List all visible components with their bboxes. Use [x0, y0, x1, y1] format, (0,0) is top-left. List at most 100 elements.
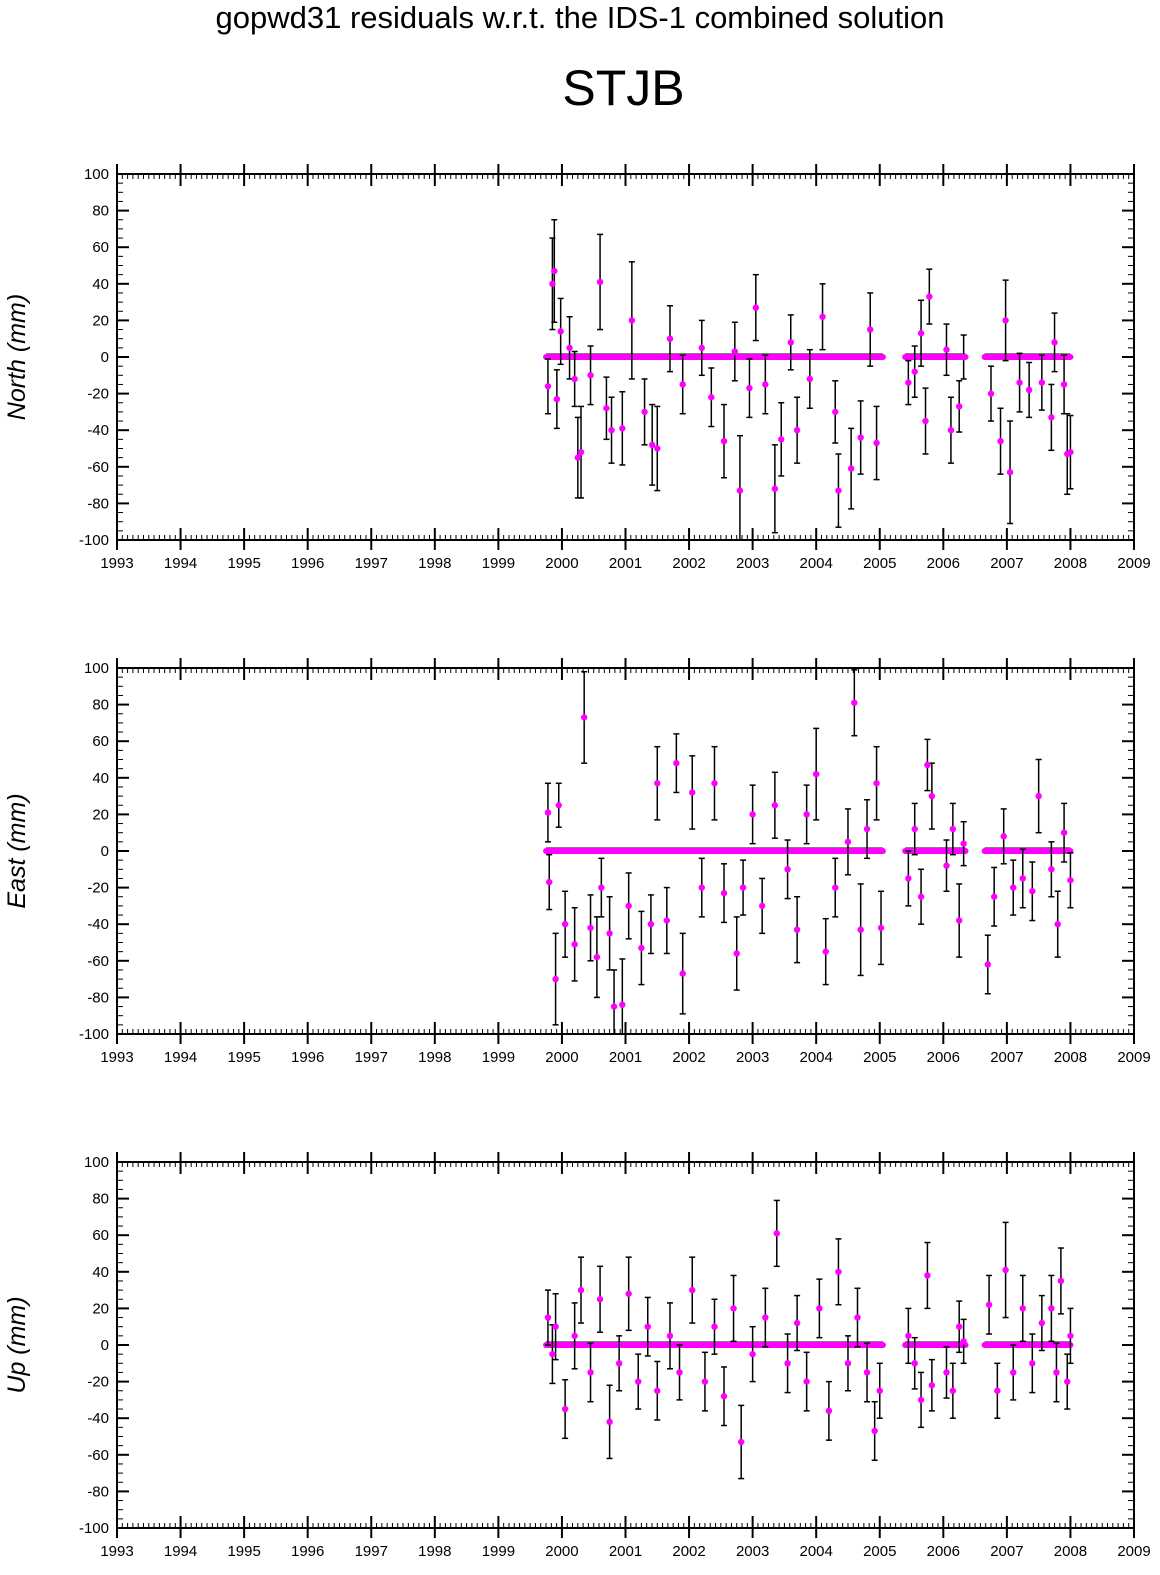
x-tick-label: 2006 — [927, 555, 960, 572]
data-point — [736, 487, 744, 494]
data-point — [544, 1314, 552, 1321]
data-point — [867, 326, 874, 333]
data-point — [997, 437, 1004, 445]
data-point — [956, 1323, 963, 1330]
data-point — [1048, 866, 1055, 873]
x-tick-label: 1998 — [418, 555, 451, 572]
data-point — [917, 893, 925, 900]
x-tick-label: 2005 — [863, 555, 896, 572]
data-point — [832, 884, 839, 891]
x-tick-label: 1999 — [482, 555, 515, 572]
data-point — [549, 280, 556, 287]
x-tick-label: 2000 — [545, 1049, 578, 1066]
y-tick-label: 0 — [101, 843, 109, 860]
data-point — [1067, 877, 1074, 884]
x-tick-label: 2000 — [545, 1543, 578, 1560]
data-layer — [543, 669, 1074, 1034]
data-point — [876, 1387, 883, 1394]
y-tick-label: -60 — [87, 459, 109, 476]
data-point — [917, 1396, 925, 1404]
data-point — [1053, 1369, 1060, 1376]
panel-up: 1993 1994 1995 1996 1997 1998 1999 2000 2001 2002… — [3, 1152, 1151, 1560]
data-point — [625, 902, 632, 910]
data-point — [720, 437, 728, 445]
y-tick-label: -60 — [87, 1447, 109, 1464]
data-point — [641, 408, 648, 416]
data-point — [648, 441, 656, 449]
data-point — [949, 1387, 957, 1394]
x-tick-label: 2005 — [863, 1543, 896, 1560]
data-point — [555, 802, 562, 809]
data-point — [825, 1407, 833, 1415]
y-tick-label: -40 — [87, 422, 109, 439]
data-point — [943, 346, 950, 353]
data-point — [749, 1350, 756, 1358]
x-tick-label: 2000 — [545, 555, 578, 572]
data-point — [803, 1378, 810, 1385]
data-point — [877, 924, 885, 932]
data-layer — [543, 1199, 1074, 1480]
data-point — [577, 448, 585, 456]
x-tick-label: 1998 — [418, 1543, 451, 1560]
data-point — [571, 1332, 578, 1340]
data-point — [835, 487, 842, 494]
data-point — [663, 917, 671, 924]
x-tick-label: 2008 — [1054, 1543, 1087, 1560]
x-tick-label: 2002 — [672, 1049, 705, 1066]
data-point — [549, 1350, 556, 1358]
y-tick-label: -80 — [87, 495, 109, 512]
x-tick-label: 1994 — [164, 1049, 197, 1066]
data-point — [917, 330, 925, 337]
data-point — [603, 405, 610, 412]
y-tick-label: -100 — [79, 1026, 109, 1043]
data-point — [905, 1332, 912, 1340]
data-point — [546, 878, 553, 886]
x-tick-label: 2009 — [1117, 555, 1150, 572]
data-point — [1038, 1319, 1046, 1327]
data-point — [905, 379, 912, 386]
data-point — [638, 944, 645, 952]
data-point — [816, 1305, 823, 1312]
x-tick-label: 1998 — [418, 1049, 451, 1066]
data-point — [924, 1272, 931, 1279]
data-point — [1000, 833, 1007, 840]
y-tick-label: 80 — [92, 203, 109, 220]
data-point — [924, 761, 931, 769]
data-point — [771, 485, 779, 492]
y-tick-label: 60 — [92, 1227, 109, 1244]
data-point — [598, 884, 605, 891]
data-point — [812, 770, 820, 778]
x-tick-label: 2008 — [1054, 555, 1087, 572]
data-point — [863, 825, 871, 833]
y-tick-label: 100 — [84, 166, 109, 183]
y-tick-label: 40 — [92, 1264, 109, 1281]
data-point — [793, 427, 801, 434]
data-point — [749, 811, 756, 818]
data-point — [551, 267, 558, 275]
y-tick-label: -80 — [87, 1483, 109, 1500]
data-point — [1038, 379, 1046, 386]
data-point — [784, 866, 791, 873]
data-point — [857, 434, 864, 441]
x-tick-label: 1994 — [164, 1543, 197, 1560]
data-point — [863, 1369, 871, 1376]
y-tick-label: 20 — [92, 806, 109, 823]
data-point — [1064, 1378, 1071, 1385]
data-point — [561, 921, 569, 928]
figure-supertitle: gopwd31 residuals w.r.t. the IDS-1 combi… — [215, 0, 945, 35]
data-point — [1035, 792, 1042, 800]
x-tick-label: 1995 — [227, 1543, 260, 1560]
data-point — [698, 344, 705, 352]
data-point — [635, 1378, 642, 1385]
y-tick-label: -100 — [79, 1520, 109, 1537]
data-point — [1048, 414, 1055, 421]
data-point — [793, 926, 801, 933]
data-point — [580, 714, 588, 721]
data-point — [819, 313, 826, 320]
data-point — [985, 1301, 993, 1308]
data-point — [960, 840, 967, 847]
data-point — [960, 1338, 967, 1345]
x-tick-label: 2007 — [990, 555, 1023, 572]
x-tick-label: 1999 — [482, 1049, 515, 1066]
